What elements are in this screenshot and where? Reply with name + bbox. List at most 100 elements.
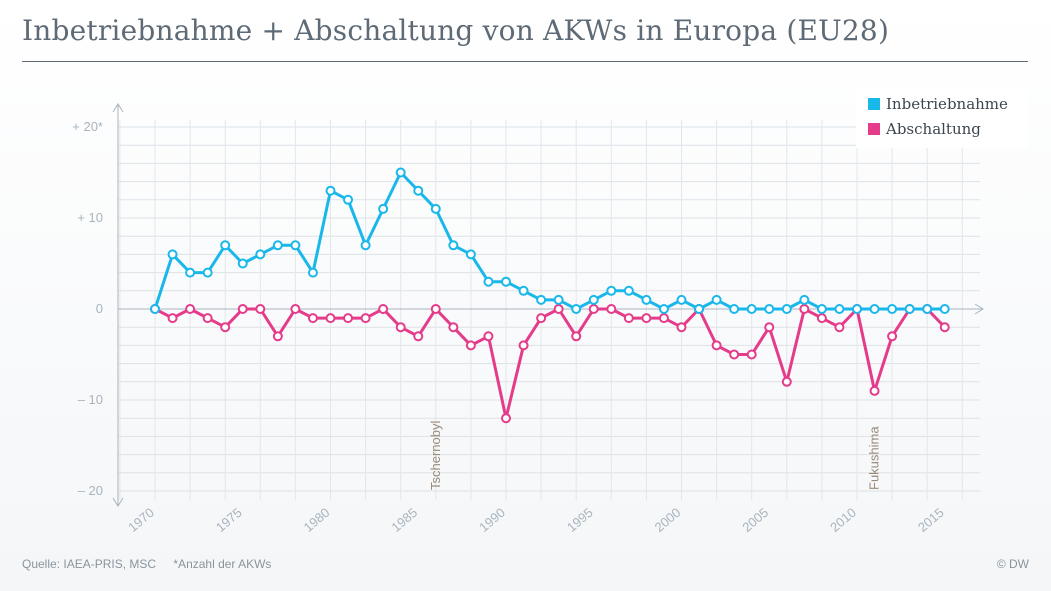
legend-item-inbetriebnahme[interactable]: Inbetriebnahme xyxy=(868,94,1008,114)
data-point[interactable] xyxy=(501,413,511,424)
x-tick-label: 1970 xyxy=(125,505,157,535)
data-point[interactable] xyxy=(746,349,757,360)
data-point[interactable] xyxy=(816,304,827,314)
legend-item-abschaltung[interactable]: Abschaltung xyxy=(868,119,981,139)
data-point[interactable] xyxy=(185,304,196,314)
data-point[interactable] xyxy=(781,376,792,387)
brand-logo: © DW xyxy=(996,557,1029,571)
y-tick-labels: + 20* + 10 0 – 10 – 20 xyxy=(72,119,103,498)
data-point[interactable] xyxy=(448,322,459,333)
data-point[interactable] xyxy=(834,304,845,314)
data-point[interactable] xyxy=(343,313,354,324)
data-point[interactable] xyxy=(852,304,862,314)
data-point[interactable] xyxy=(465,340,476,351)
data-point[interactable] xyxy=(676,322,687,333)
data-point[interactable] xyxy=(641,313,652,324)
data-point[interactable] xyxy=(378,304,389,314)
data-point[interactable] xyxy=(676,294,687,305)
data-point[interactable] xyxy=(729,304,740,314)
data-point[interactable] xyxy=(623,285,634,296)
data-point[interactable] xyxy=(185,267,196,278)
data-point[interactable] xyxy=(360,313,371,324)
data-point[interactable] xyxy=(255,249,266,260)
data-point[interactable] xyxy=(939,304,950,314)
data-point[interactable] xyxy=(325,185,336,196)
data-point[interactable] xyxy=(939,322,950,333)
data-point[interactable] xyxy=(220,322,231,333)
y-tick-label: – 20 xyxy=(78,483,103,498)
data-point[interactable] xyxy=(518,340,529,351)
data-point[interactable] xyxy=(167,249,178,260)
data-point[interactable] xyxy=(150,304,160,314)
data-point[interactable] xyxy=(588,294,599,305)
data-point[interactable] xyxy=(623,313,634,324)
data-point[interactable] xyxy=(641,294,652,305)
data-point[interactable] xyxy=(869,385,880,396)
data-point[interactable] xyxy=(694,304,705,314)
data-point[interactable] xyxy=(255,304,266,314)
x-tick-label: 1985 xyxy=(388,505,420,535)
data-point[interactable] xyxy=(553,304,564,314)
y-tick-label: + 20* xyxy=(72,119,103,134)
data-point[interactable] xyxy=(553,294,564,305)
data-point[interactable] xyxy=(658,313,669,324)
legend: Inbetriebnahme Abschaltung xyxy=(856,86,1028,148)
data-point[interactable] xyxy=(167,313,178,324)
data-point[interactable] xyxy=(307,267,318,278)
data-point[interactable] xyxy=(781,304,792,314)
data-point[interactable] xyxy=(606,304,617,314)
data-point[interactable] xyxy=(202,313,213,324)
data-point[interactable] xyxy=(711,340,722,351)
data-point[interactable] xyxy=(729,349,740,360)
data-point[interactable] xyxy=(465,249,476,260)
data-point[interactable] xyxy=(764,304,775,314)
data-point[interactable] xyxy=(834,322,845,333)
data-point[interactable] xyxy=(430,203,441,214)
data-point[interactable] xyxy=(536,294,547,305)
data-point[interactable] xyxy=(237,304,248,314)
data-point[interactable] xyxy=(711,294,722,305)
data-point[interactable] xyxy=(413,185,424,196)
annotation-tschernobyl: Tschernobyl xyxy=(428,421,443,490)
data-point[interactable] xyxy=(746,304,757,314)
series-line-abschaltung xyxy=(154,307,946,420)
data-point[interactable] xyxy=(606,285,617,296)
data-point[interactable] xyxy=(360,240,371,251)
data-point[interactable] xyxy=(518,285,529,296)
data-point[interactable] xyxy=(290,304,301,314)
data-point[interactable] xyxy=(904,304,915,314)
data-point[interactable] xyxy=(483,331,494,342)
data-point[interactable] xyxy=(658,304,669,314)
data-point[interactable] xyxy=(237,258,248,269)
data-point[interactable] xyxy=(448,240,459,251)
data-point[interactable] xyxy=(483,276,494,287)
data-point[interactable] xyxy=(395,322,406,333)
data-point[interactable] xyxy=(869,304,880,314)
data-point[interactable] xyxy=(764,322,775,333)
data-point[interactable] xyxy=(816,313,827,324)
data-point[interactable] xyxy=(343,194,354,205)
data-point[interactable] xyxy=(220,240,231,251)
data-point[interactable] xyxy=(272,240,283,251)
data-point[interactable] xyxy=(430,304,441,314)
data-point[interactable] xyxy=(290,240,301,251)
data-point[interactable] xyxy=(307,313,318,324)
data-point[interactable] xyxy=(887,331,898,342)
source-note: Quelle: IAEA-PRIS, MSC *Anzahl der AKWs xyxy=(22,557,285,571)
data-point[interactable] xyxy=(378,203,389,214)
data-point[interactable] xyxy=(588,304,599,314)
data-point[interactable] xyxy=(413,331,424,342)
data-point[interactable] xyxy=(922,304,933,314)
data-point[interactable] xyxy=(799,304,810,314)
data-point[interactable] xyxy=(799,294,810,305)
data-point[interactable] xyxy=(325,313,336,324)
data-point[interactable] xyxy=(887,304,898,314)
data-point[interactable] xyxy=(536,313,547,324)
data-point[interactable] xyxy=(501,276,511,287)
data-point[interactable] xyxy=(395,167,406,178)
data-point[interactable] xyxy=(202,267,213,278)
data-point[interactable] xyxy=(571,304,582,314)
data-point[interactable] xyxy=(571,331,582,342)
x-axis-arrow xyxy=(974,303,984,315)
data-point[interactable] xyxy=(272,331,283,342)
